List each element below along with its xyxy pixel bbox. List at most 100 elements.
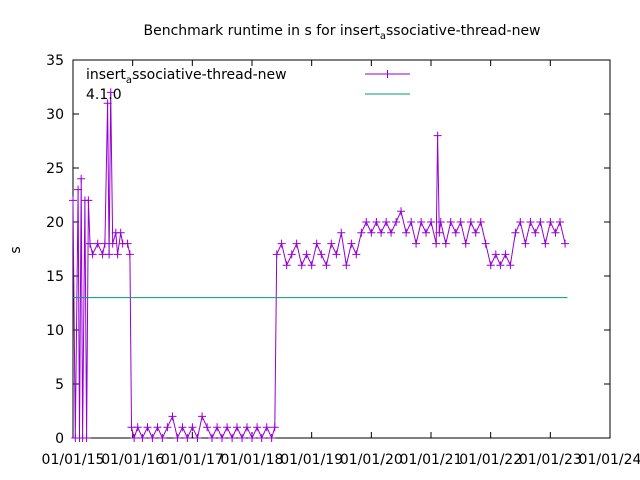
data-point [466, 218, 475, 226]
data-point [342, 261, 351, 270]
legend: insertassociative-thread-new 4.1.0 [86, 67, 410, 103]
data-point [347, 239, 356, 248]
data-point [277, 239, 286, 248]
data-point [213, 423, 222, 432]
x-tick-label: 01/01/20 [340, 452, 403, 468]
series-1 [69, 88, 570, 442]
data-point [317, 250, 326, 259]
legend-entry-2-label: 4.1.0 [86, 87, 122, 103]
data-point [387, 228, 396, 237]
data-point [148, 434, 157, 442]
data-point [287, 250, 296, 259]
x-tick-label: 01/01/19 [280, 452, 343, 468]
data-point [143, 423, 152, 432]
chart-title: Benchmark runtime in s for insertassocia… [143, 23, 540, 42]
data-point [372, 218, 381, 226]
data-point [292, 239, 301, 248]
data-point [307, 261, 316, 270]
y-tick-label: 25 [46, 161, 64, 177]
data-point [113, 250, 122, 259]
data-point [377, 228, 386, 237]
data-point [352, 250, 361, 259]
legend-entry-1-label: insertassociative-thread-new [86, 67, 287, 86]
data-point [551, 228, 560, 237]
data-point [541, 239, 550, 248]
data-point [74, 185, 83, 194]
data-point [138, 434, 147, 442]
x-tick-label: 01/01/17 [161, 452, 224, 468]
data-point [526, 218, 535, 226]
data-point [82, 434, 91, 442]
data-point [103, 99, 112, 108]
data-point [217, 434, 226, 442]
y-tick-label: 20 [46, 215, 64, 231]
data-point [367, 228, 376, 237]
data-point [208, 434, 217, 442]
data-point [516, 218, 525, 226]
y-tick-label: 5 [55, 377, 64, 393]
data-point [69, 196, 77, 205]
data-point [496, 261, 505, 270]
chart-title-subscript: a [380, 31, 386, 42]
data-point [105, 250, 114, 259]
data-point [435, 228, 444, 237]
data-point [436, 218, 445, 226]
data-point [93, 239, 102, 248]
data-point [248, 434, 257, 442]
data-point [193, 434, 202, 442]
data-point [312, 239, 321, 248]
data-point [262, 423, 271, 432]
data-point [511, 228, 520, 237]
data-point [451, 228, 460, 237]
data-point [322, 261, 331, 270]
data-point [417, 218, 426, 226]
data-point [531, 228, 540, 237]
data-point [257, 434, 266, 442]
data-point [238, 434, 247, 442]
y-tick-label: 10 [46, 323, 64, 339]
data-point [461, 239, 470, 248]
data-point [183, 434, 192, 442]
data-point [422, 228, 431, 237]
data-point [233, 423, 242, 432]
data-point [88, 250, 97, 259]
series-1-line [72, 92, 566, 440]
x-tick-label: 01/01/18 [221, 452, 284, 468]
data-point [392, 218, 401, 226]
data-point [153, 423, 162, 432]
data-point [85, 239, 94, 248]
data-point [556, 218, 565, 226]
plot-frame [72, 59, 611, 439]
data-point [106, 88, 115, 97]
data-point [178, 423, 187, 432]
data-point [188, 423, 197, 432]
data-point [158, 434, 167, 442]
data-point [546, 218, 555, 226]
y-tick-label: 30 [46, 107, 64, 123]
plot-axes: 0510152025303501/01/1501/01/1601/01/1701… [42, 53, 640, 468]
data-point [456, 218, 465, 226]
chart-title-post: ssociative-thread-new [386, 23, 541, 39]
data-point [84, 196, 93, 205]
series-layer [69, 88, 570, 442]
data-point [100, 239, 109, 248]
data-point [203, 423, 212, 432]
data-point [228, 434, 237, 442]
data-point [173, 434, 182, 442]
data-point [486, 261, 495, 270]
data-point [427, 218, 436, 226]
data-point [253, 423, 262, 432]
x-tick-label: 01/01/15 [42, 452, 105, 468]
data-point [297, 261, 306, 270]
data-point [441, 239, 450, 248]
data-point [327, 239, 336, 248]
data-point [133, 423, 142, 432]
data-point [561, 239, 570, 248]
data-point [130, 434, 139, 442]
data-point [302, 250, 311, 259]
x-tick-label: 01/01/24 [579, 452, 640, 468]
x-tick-label: 01/01/21 [400, 452, 463, 468]
data-point [125, 250, 134, 259]
data-point [402, 228, 411, 237]
